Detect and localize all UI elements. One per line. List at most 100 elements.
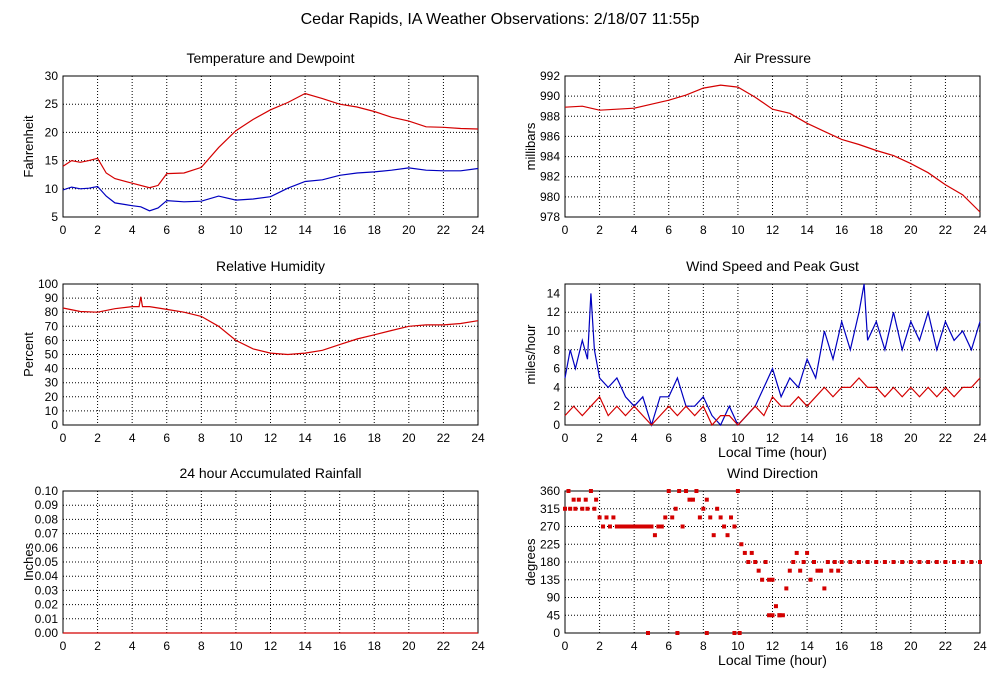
data-point	[735, 489, 740, 493]
data-point	[659, 524, 664, 529]
y-tick-label: 986	[540, 129, 560, 143]
data-point	[566, 489, 571, 493]
y-axis-label: degrees	[523, 538, 538, 585]
data-point	[680, 524, 685, 529]
data-point	[760, 577, 765, 582]
data-point	[742, 550, 747, 555]
y-tick-label: 70	[45, 319, 59, 333]
data-point	[673, 506, 678, 511]
plot-frame	[62, 75, 479, 218]
plot-frame	[564, 75, 981, 218]
data-point	[767, 613, 772, 618]
x-tick-label: 18	[870, 223, 884, 237]
data-point	[737, 631, 742, 635]
data-point	[585, 506, 590, 511]
data-point	[732, 631, 737, 635]
data-point	[663, 515, 668, 520]
data-point	[592, 506, 597, 511]
x-tick-label: 22	[437, 639, 451, 653]
data-point	[722, 524, 727, 529]
x-tick-label: 12	[264, 431, 278, 445]
x-tick-label: 20	[402, 223, 416, 237]
data-point	[773, 604, 778, 609]
y-tick-label: 90	[45, 291, 59, 305]
x-tick-label: 16	[333, 431, 347, 445]
x-tick-label: 4	[129, 639, 136, 653]
y-axis-label: miles/hour	[523, 324, 538, 385]
data-point	[818, 568, 823, 573]
data-point	[882, 560, 887, 564]
y-tick-label: 4	[553, 380, 560, 394]
data-point	[815, 568, 820, 573]
y-tick-label: 40	[45, 362, 59, 376]
y-axis-label: Percent	[21, 332, 36, 377]
x-tick-label: 10	[731, 223, 745, 237]
x-tick-label: 16	[835, 431, 849, 445]
x-tick-label: 8	[700, 223, 707, 237]
data-point	[917, 560, 922, 564]
data-point	[739, 542, 744, 547]
data-point	[825, 560, 830, 564]
data-point	[571, 497, 576, 502]
data-point	[900, 560, 905, 564]
x-tick-label: 4	[631, 431, 638, 445]
data-point	[642, 524, 647, 529]
x-tick-label: 14	[800, 223, 814, 237]
data-point	[614, 524, 619, 529]
y-tick-label: 0.00	[35, 626, 59, 640]
x-tick-label: 14	[800, 431, 814, 445]
y-tick-label: 982	[540, 170, 560, 184]
data-point	[865, 560, 870, 564]
data-point	[836, 568, 841, 573]
data-point	[729, 515, 733, 520]
data-point	[770, 577, 775, 582]
y-tick-label: 10	[45, 182, 59, 196]
x-tick-label: 24	[973, 639, 987, 653]
x-tick-label: 18	[870, 431, 884, 445]
x-tick-label: 0	[60, 431, 67, 445]
x-tick-label: 2	[94, 431, 101, 445]
x-tick-label: 10	[731, 639, 745, 653]
x-tick-label: 4	[631, 223, 638, 237]
data-point	[787, 568, 792, 573]
data-point	[694, 489, 699, 493]
data-point	[652, 533, 657, 538]
x-tick-label: 14	[800, 639, 814, 653]
chart-title: Wind Direction	[727, 465, 818, 481]
data-point	[763, 560, 768, 564]
data-point	[708, 515, 713, 520]
data-point	[670, 515, 675, 520]
y-axis-label: Inches	[21, 542, 36, 581]
x-tick-label: 20	[402, 431, 416, 445]
x-tick-label: 12	[766, 223, 780, 237]
chart-title: Temperature and Dewpoint	[186, 50, 354, 66]
data-point	[718, 515, 723, 520]
x-tick-label: 14	[298, 431, 312, 445]
x-tick-label: 24	[471, 639, 485, 653]
y-tick-label: 0.05	[35, 555, 59, 569]
y-tick-label: 0.08	[35, 512, 59, 526]
y-tick-label: 0.07	[35, 527, 59, 541]
x-tick-label: 6	[665, 639, 672, 653]
y-tick-label: 992	[540, 69, 560, 83]
data-point	[611, 515, 616, 520]
x-tick-label: 24	[973, 223, 987, 237]
data-point	[601, 524, 606, 529]
data-point	[628, 524, 633, 529]
data-point	[926, 560, 931, 564]
data-point	[749, 550, 754, 555]
x-tick-label: 0	[562, 639, 569, 653]
series-line-red	[564, 377, 981, 427]
data-point	[690, 497, 695, 502]
y-tick-label: 20	[45, 390, 59, 404]
data-point	[808, 577, 813, 582]
data-point	[978, 560, 982, 564]
data-point	[594, 497, 599, 502]
data-point	[656, 524, 661, 529]
x-axis-label: Local Time (hour)	[718, 444, 827, 460]
y-tick-label: 135	[540, 573, 560, 587]
y-tick-label: 225	[540, 537, 560, 551]
